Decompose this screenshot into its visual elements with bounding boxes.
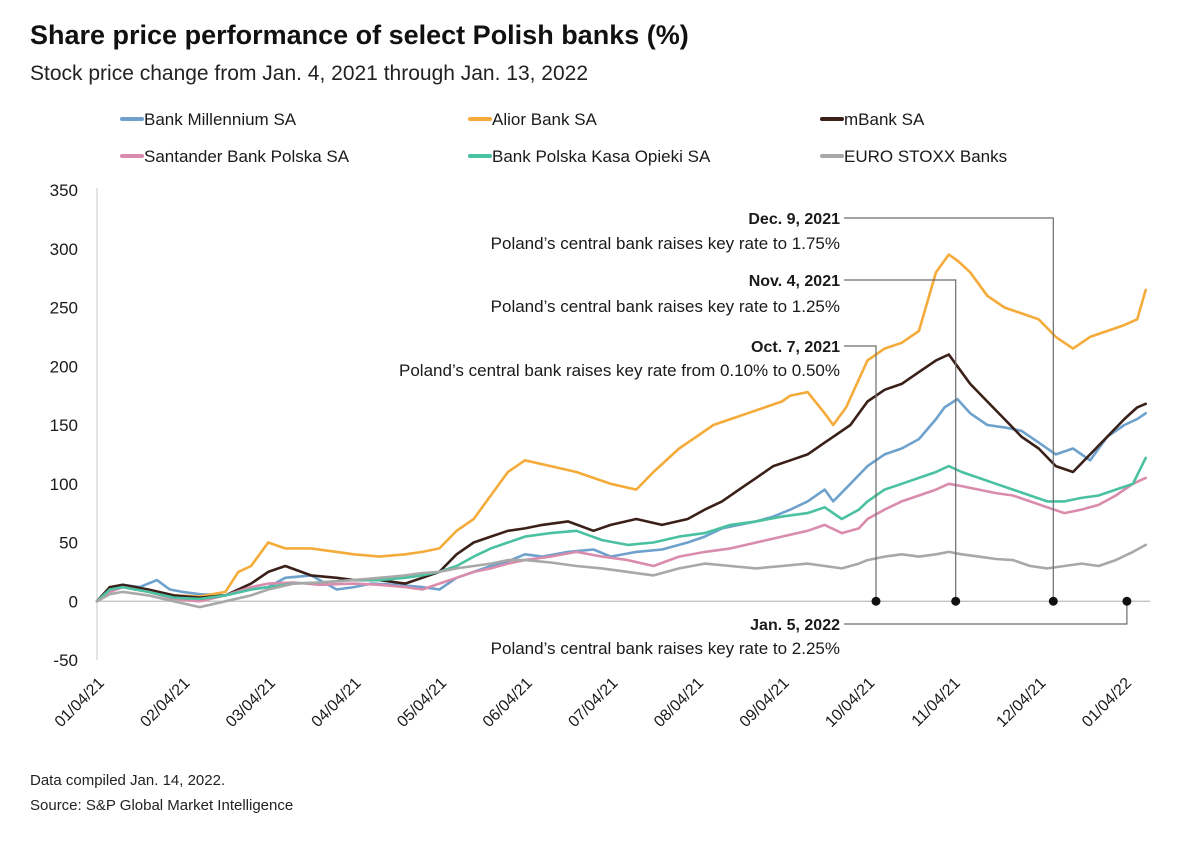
x-tick-label: 07/04/21: [565, 675, 621, 731]
y-tick-label: 300: [50, 240, 78, 259]
series-line: [95, 456, 1147, 603]
annotation-marker: [951, 596, 961, 606]
source-note: Source: S&P Global Market Intelligence: [30, 797, 294, 814]
annotations: Oct. 7, 2021 Poland’s central bank raises…: [399, 211, 1132, 658]
x-tick-label: 01/04/21: [52, 675, 108, 731]
annotation-text: Poland’s central bank raises key rate to…: [491, 297, 840, 316]
annotation-leader: [844, 601, 1128, 625]
series-line: [95, 253, 1147, 603]
x-tick-label: 04/04/21: [309, 675, 365, 731]
y-tick-label: 200: [50, 357, 78, 376]
legend-label: Bank Millennium SA: [144, 110, 297, 129]
series-line: [95, 543, 1147, 609]
x-tick-label: 06/04/21: [480, 675, 536, 731]
x-tick-label: 05/04/21: [394, 675, 450, 731]
y-tick-label: 100: [50, 475, 78, 494]
x-tick-label: 08/04/21: [651, 675, 707, 731]
annotation-date: Dec. 9, 2021: [748, 211, 840, 228]
series-line: [95, 476, 1147, 603]
y-tick-label: 50: [59, 534, 78, 553]
annotation-leader: [844, 279, 957, 602]
data-compiled-note: Data compiled Jan. 14, 2022.: [30, 772, 226, 789]
chart-subtitle: Stock price change from Jan. 4, 2021 thr…: [30, 62, 589, 85]
y-tick-label: -50: [53, 651, 78, 670]
legend-label: Santander Bank Polska SA: [144, 147, 350, 166]
x-tick-label: 03/04/21: [223, 675, 279, 731]
annotation-text: Poland’s central bank raises key rate fr…: [399, 361, 840, 380]
annotation-text: Poland’s central bank raises key rate to…: [491, 639, 840, 658]
annotation-marker: [871, 596, 881, 606]
annotation-date: Oct. 7, 2021: [751, 339, 840, 356]
annotation-marker: [1048, 596, 1058, 606]
x-tick-label: 09/04/21: [737, 675, 793, 731]
annotation-leader: [844, 217, 1054, 602]
annotation-text: Poland’s central bank raises key rate to…: [491, 234, 840, 253]
legend: Bank Millennium SA Alior Bank SA mBank SA S…: [120, 110, 1007, 166]
y-tick-label: 150: [50, 416, 78, 435]
legend-label: Alior Bank SA: [492, 110, 598, 129]
x-tick-label: 10/04/21: [822, 675, 878, 731]
legend-label: Bank Polska Kasa Opieki SA: [492, 147, 711, 166]
x-tick-label: 12/04/21: [993, 675, 1049, 731]
y-tick-label: 350: [50, 181, 78, 200]
y-tick-label: 250: [50, 299, 78, 318]
annotation-leader: [844, 345, 877, 602]
legend-label: mBank SA: [844, 110, 925, 129]
chart-title: Share price performance of select Polish…: [30, 20, 689, 50]
annotation-date: Jan. 5, 2022: [750, 617, 840, 634]
series-line: [95, 353, 1147, 603]
series-group: [95, 253, 1147, 609]
x-tick-label: 11/04/21: [909, 675, 964, 730]
annotation-date: Nov. 4, 2021: [749, 273, 840, 290]
x-tick-label: 02/04/21: [137, 675, 193, 731]
annotation-marker: [1122, 596, 1132, 606]
y-tick-label: 0: [69, 592, 78, 611]
x-tick-label: 01/04/22: [1079, 675, 1135, 731]
legend-label: EURO STOXX Banks: [844, 147, 1007, 166]
